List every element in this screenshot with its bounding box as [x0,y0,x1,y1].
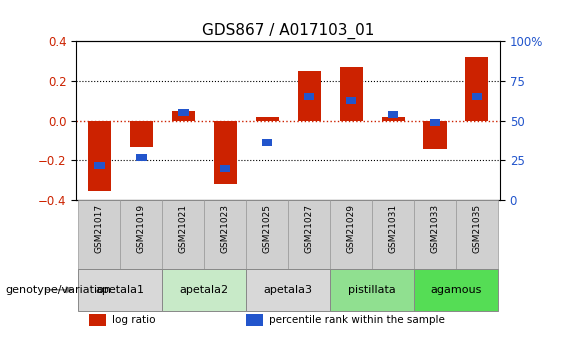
Text: GSM21033: GSM21033 [431,204,440,253]
Text: GSM21031: GSM21031 [389,204,398,253]
Bar [246,269,330,310]
Text: GSM21023: GSM21023 [221,204,230,253]
Text: GSM21017: GSM21017 [95,204,104,253]
Bar [346,97,357,104]
Text: agamous: agamous [431,285,481,295]
Text: apetala2: apetala2 [180,285,229,295]
Bar [372,200,414,269]
Bar [172,111,195,121]
Text: pistillata: pistillata [348,285,396,295]
Bar [162,269,246,310]
Bar [178,109,189,116]
Bar [79,269,162,310]
Bar [330,200,372,269]
Bar [246,200,288,269]
Bar [162,200,204,269]
Text: percentile rank within the sample: percentile rank within the sample [269,315,445,325]
Bar [381,117,405,121]
Text: log ratio: log ratio [112,315,156,325]
Bar [246,314,263,326]
Bar [288,200,330,269]
Bar [388,111,398,118]
Bar [330,269,414,310]
Bar [472,93,482,100]
Bar [430,119,440,126]
Bar [94,162,105,169]
Bar [262,139,272,146]
Bar [120,200,162,269]
Text: GSM21029: GSM21029 [346,204,355,253]
Text: GSM21035: GSM21035 [472,204,481,253]
Bar [456,200,498,269]
Bar [298,71,321,121]
Text: apetala3: apetala3 [264,285,312,295]
Bar [130,121,153,147]
Bar [88,121,111,191]
Bar [423,121,446,148]
Bar [136,154,146,161]
Bar [255,117,279,121]
Text: GSM21019: GSM21019 [137,204,146,253]
Bar [466,57,489,121]
Bar [220,165,231,172]
Bar [79,200,120,269]
Bar [89,314,106,326]
Bar [204,200,246,269]
Bar [214,121,237,184]
Text: GSM21021: GSM21021 [179,204,188,253]
Text: genotype/variation: genotype/variation [6,285,112,295]
Text: GSM21027: GSM21027 [305,204,314,253]
Text: apetala1: apetala1 [96,285,145,295]
Title: GDS867 / A017103_01: GDS867 / A017103_01 [202,22,375,39]
Text: GSM21025: GSM21025 [263,204,272,253]
Bar [414,269,498,310]
Bar [414,200,456,269]
Bar [304,93,314,100]
Bar [340,67,363,121]
